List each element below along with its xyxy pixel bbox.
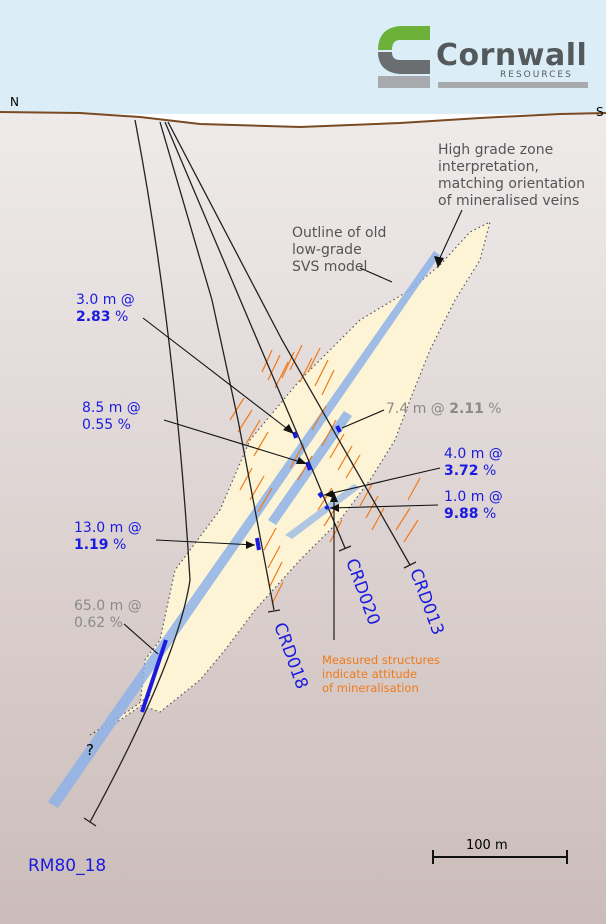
intercept-label-1m: 1.0 m @ 9.88 % (444, 489, 503, 522)
scale-bar-label: 100 m (466, 838, 508, 853)
unknown-extent-label: ? (86, 741, 94, 759)
intercept-8-5m (305, 461, 312, 471)
trace-crd013 (167, 121, 411, 566)
structures-annotation: Measured structures indicate attitude of… (322, 653, 441, 695)
arrow-head-1m (330, 504, 339, 512)
sky (0, 0, 606, 114)
cornwall-logo-mark (378, 26, 588, 88)
arrow-head-4m (324, 490, 334, 498)
intercepts (140, 425, 342, 713)
intercept-4m (317, 491, 324, 499)
trace-rm80-18 (89, 119, 191, 823)
high-grade-zone (48, 251, 440, 808)
intercept-label-65m: 65.0 m @ 0.62 % (74, 598, 142, 631)
intercept-65m (140, 639, 168, 713)
high-grade-zone-minor (285, 484, 360, 539)
intercept-3m (292, 431, 298, 439)
high-grade-annotation: High grade zone interpretation, matching… (438, 142, 585, 209)
drillhole-label-rm80-18: RM80_18 (28, 856, 107, 876)
topographic-surface (0, 111, 606, 129)
measured-structures (229, 344, 421, 605)
trace-crd018 (159, 121, 275, 611)
scale-bar-graphic (432, 850, 568, 864)
intercept-1m (324, 504, 330, 511)
leader-lines (123, 209, 463, 655)
intercept-label-3m: 3.0 m @ 2.83 % (76, 292, 135, 325)
arrow-head-8-5m (296, 457, 307, 464)
north-label: N (10, 95, 19, 109)
intercept-label-13m: 13.0 m @ 1.19 % (74, 520, 142, 553)
intercept-13m (255, 537, 261, 551)
intercept-label-8-5m: 8.5 m @ 0.55 % (82, 400, 141, 433)
south-label: S (596, 105, 604, 119)
drillhole-traces (89, 119, 411, 823)
arrow-head-structures (330, 492, 338, 502)
arrow-head-13m (246, 541, 255, 549)
logo-tagline: RESOURCES (500, 70, 573, 80)
arrow-head-3m (283, 424, 294, 434)
high-grade-arrow-head (434, 256, 444, 268)
intercept-label-4m: 4.0 m @ 3.72 % (444, 446, 503, 479)
old-model-annotation: Outline of old low-grade SVS model (292, 225, 387, 275)
drillhole-end-ticks (83, 545, 417, 827)
logo-name: Cornwall (436, 38, 588, 73)
intercept-label-7-4m: 7.4 m @ 2.11 % (386, 401, 502, 417)
intercept-7-4m (335, 425, 342, 433)
trace-crd020 (164, 121, 346, 549)
